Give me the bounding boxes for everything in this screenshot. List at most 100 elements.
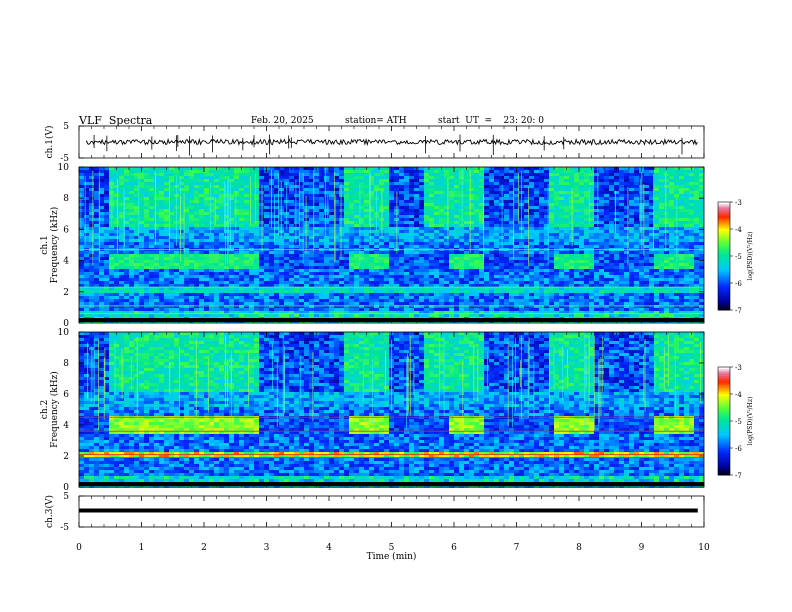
spectrogram-cell [289,251,294,254]
spectrogram-cell [349,251,354,254]
spectrogram-cell [89,254,94,257]
spectrogram-cell [169,170,174,173]
spectrogram-cell [369,287,374,290]
spectrogram-cell [539,239,544,242]
spectrogram-cell [384,257,389,260]
spectrogram-cell [264,302,269,305]
spectrogram-cell [234,179,239,182]
spectrogram-cell [529,176,534,179]
spectrogram-cell [264,188,269,191]
spectrogram-cell [379,191,384,194]
spectrogram-cell [119,251,124,254]
spectrogram-cell [489,251,494,254]
spectrogram-cell [374,266,379,269]
spectrogram-cell [384,197,389,200]
spectrogram-cell [334,284,339,287]
spectrogram-cell [379,212,384,215]
spectrogram-cell [204,251,209,254]
spectrogram-cell [399,272,404,275]
spectrogram-cell [419,179,424,182]
spectrogram-cell [489,206,494,209]
spectrogram-cell [129,218,134,221]
spectrogram-cell [494,188,499,191]
spectrogram-cell [329,176,334,179]
spectrogram-cell [299,251,304,254]
spectrogram-cell [274,245,279,248]
spectrogram-cell [169,197,174,200]
spectrogram-cell [539,251,544,254]
spectrogram-cell [284,251,289,254]
spectrogram-cell [284,284,289,287]
spectrogram-cell [334,173,339,176]
spectrogram-cell [279,245,284,248]
spectrogram-cell [489,185,494,188]
spectrogram-cell [544,263,549,266]
spectrogram-cell [494,245,499,248]
spectrogram-cell [139,284,144,287]
spectrogram-cell [129,272,134,275]
spectrogram-cell [214,308,219,311]
spectrogram-cell [329,188,334,191]
spectrogram-cell [269,287,274,290]
spectrogram-cell [304,227,309,230]
spectrogram-cell [554,302,559,305]
spectrogram-cell [359,269,364,272]
spectrogram-cell [484,239,489,242]
spectrogram-cell [399,314,404,317]
spectrogram-cell [189,224,194,227]
spectrogram-cell [159,233,164,236]
spectrogram-cell [359,209,364,212]
spectrogram-cell [244,314,249,317]
spectrogram-cell [114,203,119,206]
spectrogram-cell [324,185,329,188]
spectrogram-cell [354,245,359,248]
spectrogram-cell [484,254,489,257]
spectrogram-cell [334,302,339,305]
spectrogram-cell [264,197,269,200]
spectrogram-cell [184,278,189,281]
spectrogram-cell [179,242,184,245]
spectrogram-cell [349,254,354,257]
spectrogram-cell [89,278,94,281]
spectrogram-cell [399,173,404,176]
spectrogram-cell [274,185,279,188]
spectrogram-cell [544,287,549,290]
spectrogram-cell [124,254,129,257]
spectrogram-cell [179,314,184,317]
spectrogram-cell [309,227,314,230]
spectrogram-cell [414,245,419,248]
spectrogram-cell [139,263,144,266]
spectrogram-cell [139,221,144,224]
spectrogram-cell [434,260,439,263]
spectrogram-cell [119,212,124,215]
spectrogram-cell [209,215,214,218]
spectrogram-cell [359,314,364,317]
spectrogram-cell [384,281,389,284]
spectrogram-cell [194,185,199,188]
spectrogram-cell [289,176,294,179]
spectrogram-cell [134,176,139,179]
spectrogram-cell [174,302,179,305]
spectrogram-cell [439,203,444,206]
spectrogram-cell [374,275,379,278]
spectrogram-cell [199,215,204,218]
spectrogram-cell [554,182,559,185]
spectrogram-cell [504,266,509,269]
spectrogram-cell [89,239,94,242]
spectrogram-cell [284,233,289,236]
spectrogram-cell [434,200,439,203]
spectrogram-cell [149,167,154,170]
spectrogram-cell [319,302,324,305]
spectrogram-cell [404,173,409,176]
spectrogram-cell [399,203,404,206]
spectrogram-cell [454,233,459,236]
spectrogram-cell [454,311,459,314]
spectrogram-cell [284,260,289,263]
spectrogram-cell [509,173,514,176]
spectrogram-cell [364,284,369,287]
spectrogram-cell [84,284,89,287]
spectrogram-cell [399,263,404,266]
spectrogram-cell [459,173,464,176]
spectrogram-cell [429,257,434,260]
spectrogram-cell [504,296,509,299]
